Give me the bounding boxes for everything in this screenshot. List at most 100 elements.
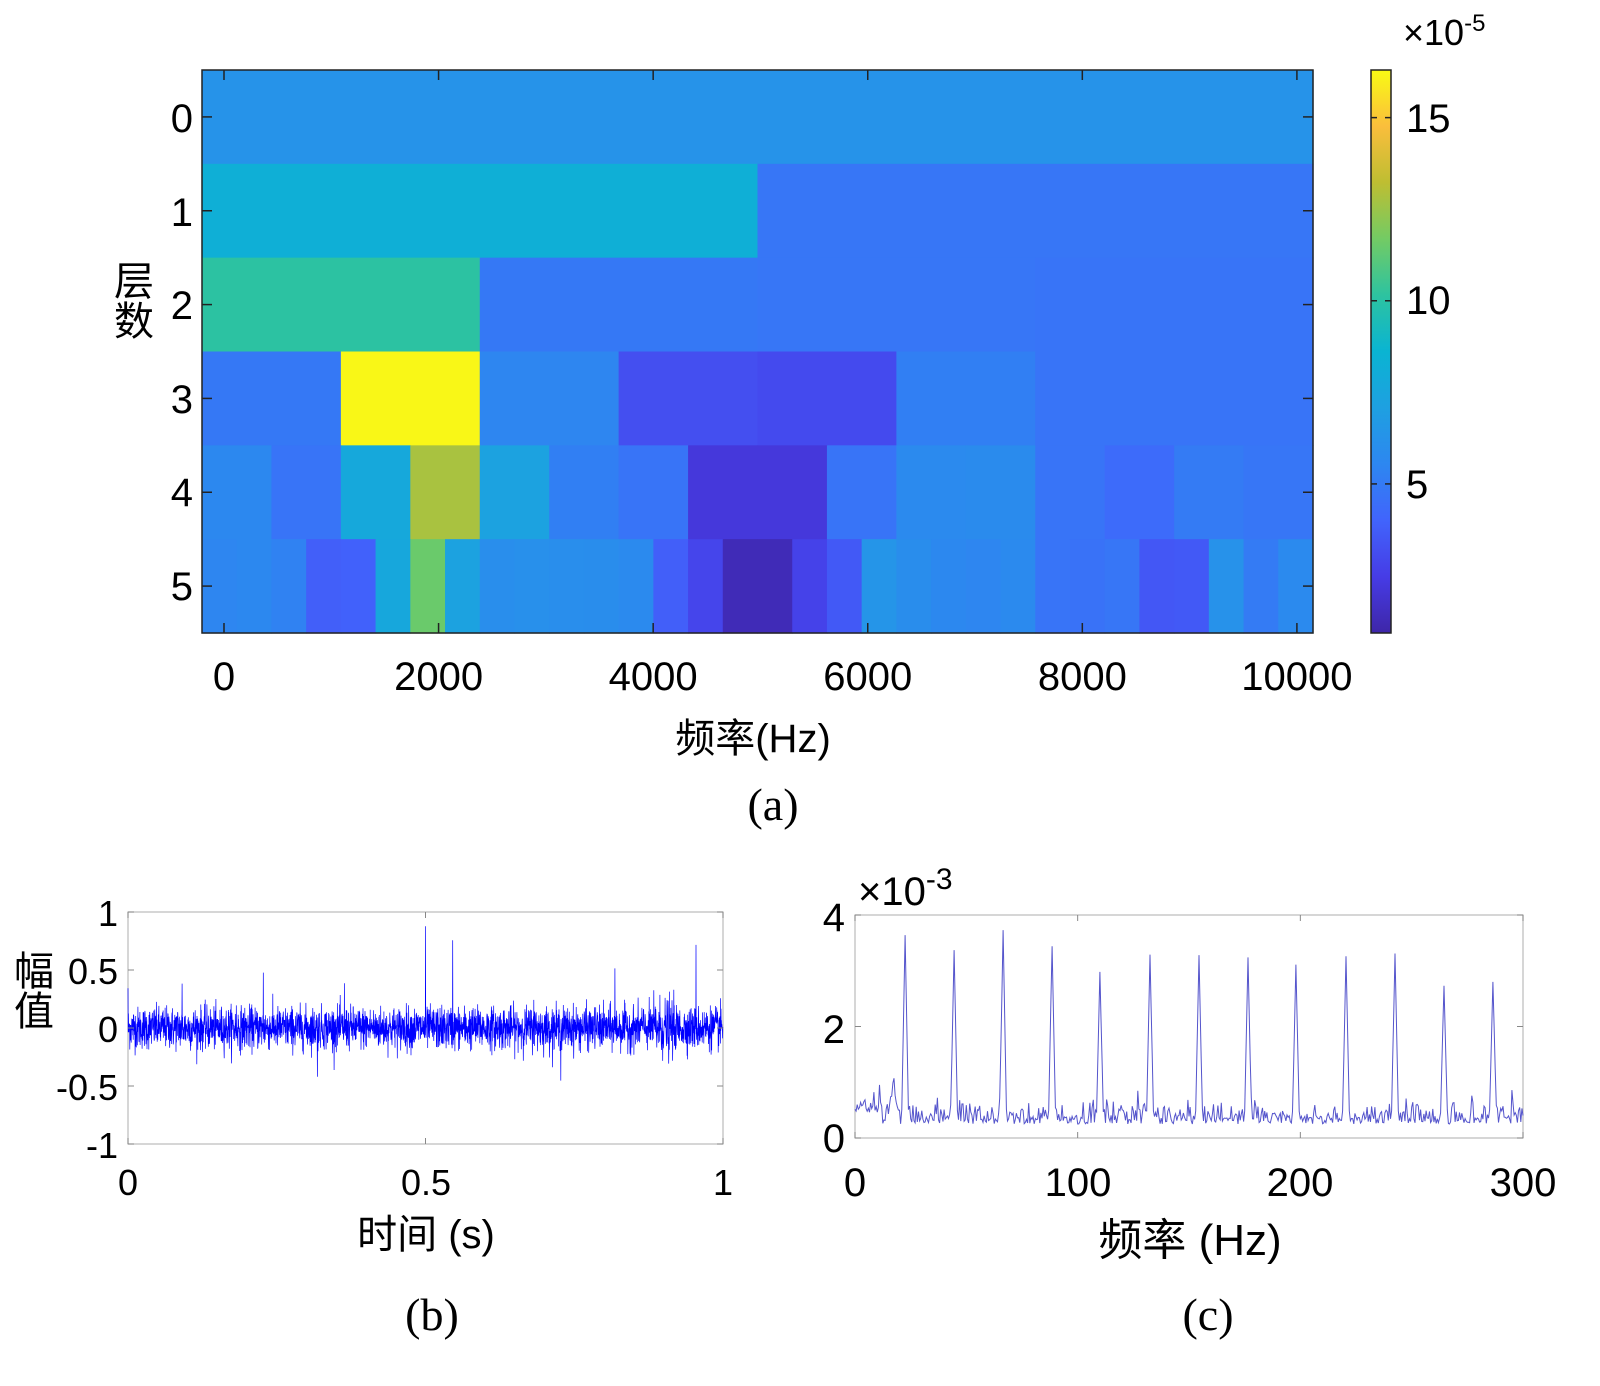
heatmap-cell <box>1208 539 1245 634</box>
heatmap-cell <box>896 539 932 634</box>
heatmap-cell <box>410 445 481 540</box>
heatmap-cell <box>340 351 481 446</box>
ytick-label: 2 <box>171 284 193 328</box>
heatmap-axes-box <box>201 69 1314 634</box>
heatmap-cell <box>722 539 759 634</box>
panel-label-a: (a) <box>747 779 798 830</box>
colorbar-ticks <box>1371 116 1391 485</box>
heatmap-cell <box>1174 539 1210 634</box>
ytick-label: 4 <box>171 471 193 515</box>
time-signal-panel: 1 0.5 0 -0.5 -1 0 0.5 1 幅值 时间 (s) (b) <box>8 893 733 1340</box>
heatmap-cell <box>896 445 967 540</box>
heatmap-cell <box>1035 445 1106 540</box>
heatmap-cell <box>826 445 897 540</box>
signal-ylabel: 幅值 <box>8 950 53 1030</box>
xtick-label: 10000 <box>1241 655 1352 699</box>
heatmap-cell <box>340 539 377 634</box>
heatmap-cell <box>688 445 759 540</box>
heatmap-cell <box>583 539 620 634</box>
heatmap-cell <box>757 351 897 446</box>
heatmap-cell <box>202 351 342 446</box>
heatmap-cell <box>410 539 446 634</box>
kurtogram-panel: 0 1 2 3 4 5 0 2000 4000 6000 8000 10000 层数 频率… <box>108 10 1485 830</box>
xtick-label: 0 <box>118 1162 138 1203</box>
heatmap-cell <box>965 539 1002 634</box>
heatmap-cell <box>1035 351 1175 446</box>
heatmap-cell <box>306 539 342 634</box>
ytick-label: 0 <box>171 97 193 141</box>
heatmap-cell <box>202 445 273 540</box>
heatmap-cell <box>1035 539 1071 634</box>
xtick-label: 0.5 <box>401 1162 451 1203</box>
heatmap-cell <box>618 351 759 446</box>
heatmap-cell <box>202 70 1314 165</box>
heatmap-cell <box>1000 539 1036 634</box>
heatmap-cell <box>931 539 967 634</box>
xtick-label: 300 <box>1490 1161 1557 1205</box>
xtick-label: 0 <box>213 655 235 699</box>
heatmap-cell <box>479 445 550 540</box>
heatmap-cell <box>202 163 759 259</box>
heatmap-cell <box>965 445 1036 540</box>
heatmap-xtick-labels: 0 2000 4000 6000 8000 10000 <box>213 655 1353 699</box>
ytick-label: 1 <box>98 893 118 934</box>
xtick-label: 1 <box>713 1162 733 1203</box>
heatmap-cell <box>479 257 759 353</box>
colorbar-tick-label: 15 <box>1406 97 1451 141</box>
ytick-label: 4 <box>823 896 845 940</box>
xtick-label: 4000 <box>609 655 698 699</box>
spectrum-panel: 0 2 4 0 100 200 300 ×10-3 频率 (Hz) (c) <box>823 863 1557 1340</box>
xtick-label: 200 <box>1267 1161 1334 1205</box>
heatmap-cell <box>757 257 1036 353</box>
spectrum-exponent: ×10-3 <box>858 863 953 914</box>
heatmap-cell <box>618 445 689 540</box>
panel-label-c: (c) <box>1182 1289 1233 1340</box>
heatmap-cell <box>688 539 724 634</box>
colorbar-tick-label: 5 <box>1406 463 1428 507</box>
heatmap-cell <box>1243 445 1314 540</box>
heatmap-cell <box>549 539 585 634</box>
heatmap-cell <box>653 539 689 634</box>
heatmap-cell <box>1174 351 1314 446</box>
heatmap-cells <box>202 70 1314 634</box>
heatmap-cell <box>1104 539 1141 634</box>
heatmap-cell <box>479 539 516 634</box>
heatmap-cell <box>826 539 863 634</box>
colorbar <box>1370 69 1392 634</box>
heatmap-cell <box>202 257 481 353</box>
heatmap-cell <box>1035 257 1314 353</box>
heatmap-cell <box>340 445 411 540</box>
ytick-label: 0.5 <box>68 951 118 992</box>
heatmap-cell <box>896 351 1036 446</box>
heatmap-cell <box>1139 539 1175 634</box>
colorbar-exponent: ×10-5 <box>1403 10 1485 53</box>
spectrum-axes-box <box>854 914 1524 1139</box>
xtick-label: 2000 <box>394 655 483 699</box>
ytick-label: 5 <box>171 565 193 609</box>
ytick-label: -1 <box>86 1125 118 1166</box>
spectrum-line <box>854 930 1524 1125</box>
signal-ticks <box>127 911 724 1145</box>
heatmap-cell <box>271 539 307 634</box>
heatmap-cell <box>271 445 342 540</box>
heatmap-cell <box>1069 539 1106 634</box>
ytick-label: 2 <box>823 1008 845 1052</box>
heatmap-xlabel: 频率(Hz) <box>675 717 831 761</box>
signal-line <box>127 926 724 1081</box>
heatmap-cell <box>549 445 620 540</box>
xtick-label: 0 <box>844 1161 866 1205</box>
heatmap-cell <box>861 539 897 634</box>
heatmap-cell <box>1104 445 1175 540</box>
colorbar-tick-label: 10 <box>1406 279 1451 323</box>
heatmap-ticks <box>202 70 1313 633</box>
heatmap-cell <box>479 351 620 446</box>
xtick-label: 8000 <box>1038 655 1127 699</box>
panel-label-b: (b) <box>405 1289 459 1340</box>
ytick-label: -0.5 <box>56 1067 118 1108</box>
heatmap-cell <box>618 539 654 634</box>
heatmap-cell <box>1243 539 1279 634</box>
heatmap-cell <box>445 539 481 634</box>
heatmap-cell <box>757 539 793 634</box>
spectrum-ticks <box>854 914 1524 1139</box>
